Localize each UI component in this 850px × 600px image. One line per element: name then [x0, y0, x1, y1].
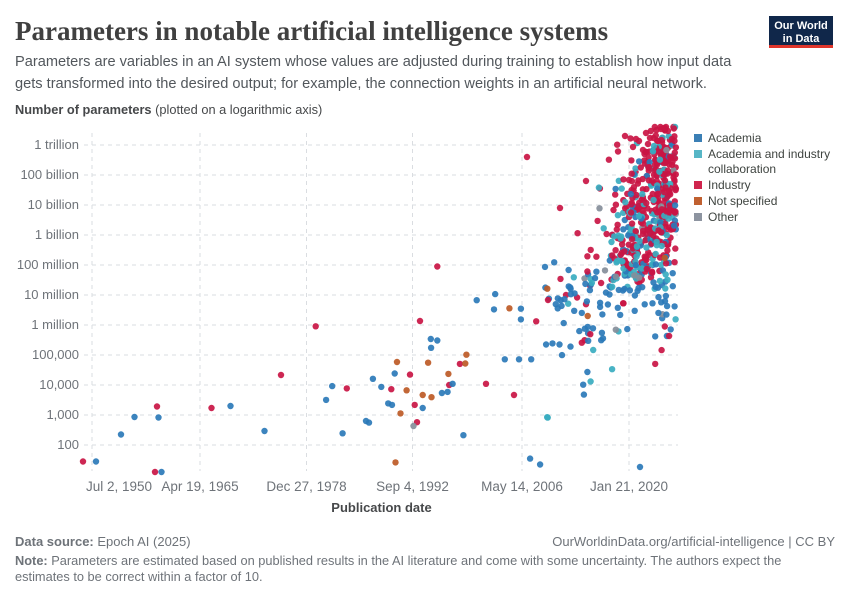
svg-text:1 billion: 1 billion: [35, 227, 79, 242]
svg-text:10 billion: 10 billion: [28, 197, 79, 212]
svg-text:Jan 21, 2020: Jan 21, 2020: [590, 479, 668, 494]
svg-text:Apr 19, 1965: Apr 19, 1965: [161, 479, 238, 494]
svg-text:Dec 27, 1978: Dec 27, 1978: [266, 479, 346, 494]
svg-text:10,000: 10,000: [39, 377, 79, 392]
svg-text:May 14, 2006: May 14, 2006: [481, 479, 563, 494]
svg-text:Jul 2, 1950: Jul 2, 1950: [86, 479, 152, 494]
svg-text:100 billion: 100 billion: [20, 167, 79, 182]
svg-text:10 million: 10 million: [24, 287, 79, 302]
svg-text:1 trillion: 1 trillion: [34, 137, 79, 152]
svg-text:1 million: 1 million: [31, 317, 79, 332]
svg-text:1,000: 1,000: [46, 407, 79, 422]
svg-text:100: 100: [57, 437, 79, 452]
svg-text:100,000: 100,000: [32, 347, 79, 362]
svg-text:100 million: 100 million: [17, 257, 79, 272]
svg-text:Sep 4, 1992: Sep 4, 1992: [376, 479, 449, 494]
